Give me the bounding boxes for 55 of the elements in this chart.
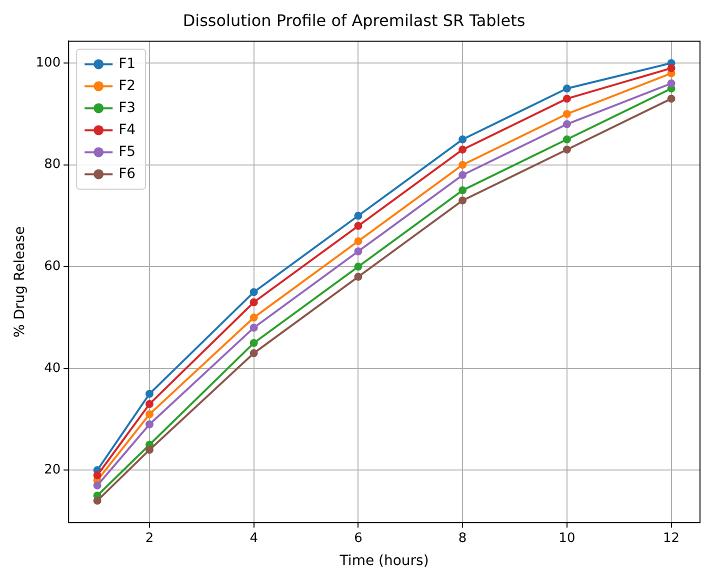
point [354,212,362,220]
point [458,160,467,169]
y-tick-label: 40 [44,360,61,376]
point [458,186,467,194]
point [562,120,571,128]
point [562,84,571,93]
point [145,420,154,428]
x-tick-label: 10 [558,530,576,546]
y-tick-label: 60 [44,259,61,274]
x-tick-label: 12 [663,530,680,546]
point [250,298,258,306]
x-tick-label: 8 [458,530,467,546]
point [354,262,362,271]
point [562,110,571,118]
x-tick-label: 2 [145,530,154,546]
x-tick-label: 6 [354,530,362,546]
y-tick-label: 80 [44,157,61,172]
legend-label: F3 [118,100,136,116]
point [458,171,467,180]
point [250,314,258,322]
point [354,237,362,246]
point [458,196,467,204]
point [562,135,571,144]
point [250,288,258,296]
point [667,79,676,88]
point [562,94,571,103]
legend-label: F4 [118,122,136,138]
chart-title: Dissolution Profile of Apremilast SR Tablets [182,10,526,30]
point [354,272,362,281]
x-tick-label: 4 [250,530,258,546]
point [354,222,362,230]
y-tick-label: 100 [36,55,61,70]
point [145,410,154,418]
y-tick-label: 20 [44,462,61,478]
point [93,471,102,480]
legend-label: F5 [118,144,136,160]
point [145,400,154,408]
legend-label: F6 [118,166,136,182]
point [250,349,258,358]
legend-label: F2 [118,78,136,94]
point [93,481,102,490]
point [354,247,362,256]
point [250,338,258,347]
point [458,146,467,154]
point [145,446,154,454]
point [93,496,102,505]
legend-label: F1 [118,56,136,72]
point [667,64,676,72]
point [562,146,571,154]
point [250,324,258,332]
point [145,390,154,398]
point [667,94,676,103]
x-axis-title: Time (hours) [338,553,429,570]
y-axis-title: % Drug Release [12,226,28,338]
point [458,135,467,144]
